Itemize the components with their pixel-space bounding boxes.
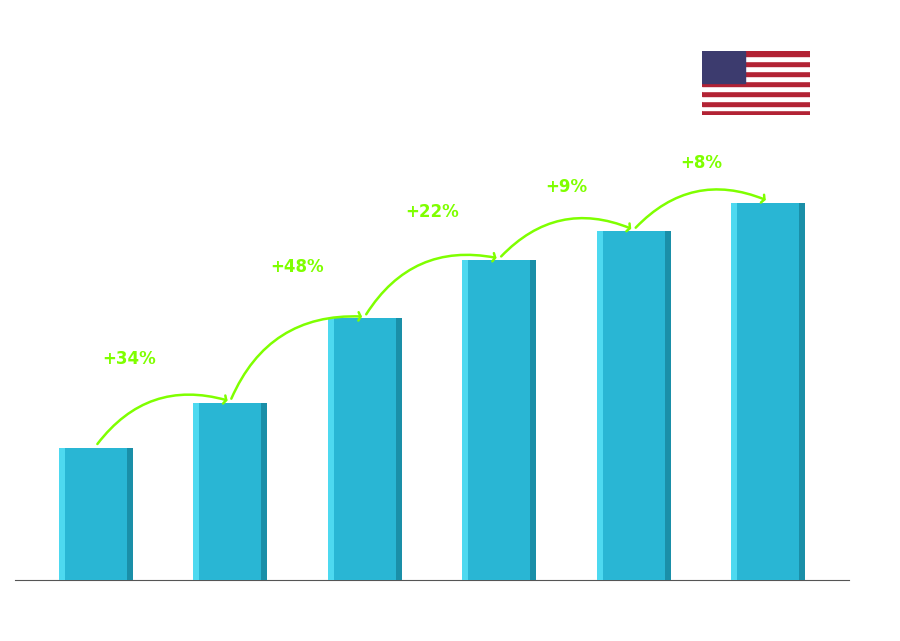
Bar: [702, 96, 810, 101]
Text: +34%: +34%: [103, 350, 157, 368]
Bar: [702, 86, 810, 91]
Bar: [702, 76, 810, 81]
Bar: [530, 260, 536, 581]
Text: +9%: +9%: [545, 178, 588, 196]
Bar: [702, 51, 810, 56]
Bar: [194, 403, 267, 581]
Bar: [597, 231, 670, 581]
Bar: [799, 203, 806, 581]
Bar: [702, 91, 810, 96]
Bar: [463, 260, 536, 581]
Bar: [58, 448, 65, 581]
Bar: [328, 318, 334, 581]
Bar: [127, 448, 132, 581]
Text: Salary Comparison By Experience: Salary Comparison By Experience: [36, 45, 562, 73]
Text: 33,800 USD: 33,800 USD: [320, 295, 390, 308]
Bar: [702, 56, 810, 61]
Text: 48,700 USD: 48,700 USD: [724, 180, 794, 193]
Text: Activity Aide: Activity Aide: [36, 90, 158, 109]
Text: salary: salary: [398, 613, 450, 628]
Bar: [665, 231, 670, 581]
Text: Average Yearly Salary: Average Yearly Salary: [863, 260, 874, 381]
Text: 45,000 USD: 45,000 USD: [590, 210, 659, 222]
Bar: [702, 106, 810, 110]
Text: +48%: +48%: [271, 258, 324, 276]
Bar: [702, 101, 810, 106]
Bar: [732, 203, 737, 581]
Bar: [702, 71, 810, 76]
Text: +8%: +8%: [680, 153, 722, 172]
Text: +22%: +22%: [405, 203, 459, 221]
Text: 22,900 USD: 22,900 USD: [183, 379, 253, 392]
Bar: [194, 403, 199, 581]
Bar: [463, 260, 468, 581]
Bar: [702, 110, 810, 115]
Text: 17,100 USD: 17,100 USD: [45, 424, 114, 437]
Bar: [702, 51, 745, 83]
Bar: [396, 318, 401, 581]
Bar: [702, 61, 810, 66]
Bar: [58, 448, 132, 581]
Bar: [328, 318, 401, 581]
Bar: [702, 66, 810, 71]
Bar: [261, 403, 267, 581]
Bar: [702, 81, 810, 86]
Text: 41,300 USD: 41,300 USD: [454, 237, 525, 251]
Bar: [732, 203, 806, 581]
Text: explorer.com: explorer.com: [450, 613, 550, 628]
Bar: [597, 231, 603, 581]
